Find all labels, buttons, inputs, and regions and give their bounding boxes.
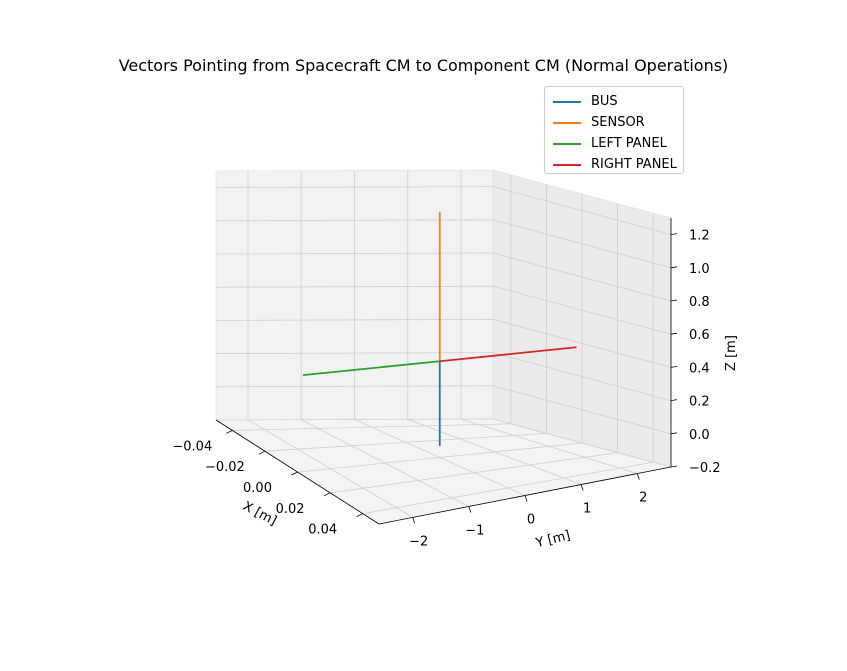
z-tick-label: 0.8 bbox=[689, 295, 710, 310]
x-tick bbox=[323, 492, 331, 497]
x-tick bbox=[356, 513, 363, 517]
grid-line-z bbox=[215, 318, 672, 368]
legend-item: BUS bbox=[551, 91, 677, 112]
y-tick bbox=[412, 517, 416, 524]
series-line-right-panel bbox=[439, 346, 577, 363]
grid-line-z bbox=[215, 252, 672, 302]
z-tick bbox=[670, 366, 678, 368]
y-tick-label: 1 bbox=[583, 502, 591, 517]
y-tick bbox=[580, 484, 584, 491]
legend-label: SENSOR bbox=[591, 115, 645, 130]
z-tick-label: −0.2 bbox=[689, 461, 721, 476]
z-tick-label: 1.2 bbox=[689, 229, 710, 244]
z-tick bbox=[670, 299, 678, 302]
legend-swatch bbox=[553, 163, 581, 166]
y-tick-label: −1 bbox=[465, 523, 484, 538]
x-axis-label: X [m] bbox=[240, 499, 279, 529]
z-tick-label: 0.0 bbox=[689, 428, 710, 443]
y-tick-label: 2 bbox=[639, 491, 647, 506]
legend-swatch bbox=[553, 100, 581, 103]
z-tick bbox=[670, 465, 678, 468]
z-tick-label: 0.4 bbox=[689, 361, 710, 376]
series-line-left-panel bbox=[302, 360, 440, 377]
legend-label: RIGHT PANEL bbox=[591, 157, 677, 172]
grid-lines bbox=[215, 170, 672, 518]
x-tick bbox=[258, 450, 266, 455]
x-tick-label: 0.04 bbox=[308, 523, 337, 538]
y-tick bbox=[468, 506, 472, 513]
z-tick bbox=[670, 266, 678, 269]
y-tick bbox=[636, 473, 640, 480]
grid-line-z bbox=[215, 219, 672, 269]
grid-line-z bbox=[215, 385, 672, 435]
x-tick-label: 0.00 bbox=[243, 481, 272, 496]
y-tick-label: 0 bbox=[527, 513, 535, 528]
legend-label: BUS bbox=[591, 94, 618, 109]
z-tick bbox=[670, 332, 678, 335]
z-tick-label: 0.6 bbox=[689, 328, 710, 343]
legend-item: RIGHT PANEL bbox=[551, 154, 677, 175]
legend-swatch bbox=[553, 142, 581, 145]
legend-item: SENSOR bbox=[551, 112, 677, 133]
x-tick-label: −0.04 bbox=[172, 439, 212, 454]
tick-marks bbox=[215, 218, 678, 525]
legend-label: LEFT PANEL bbox=[591, 136, 667, 151]
grid-line-z bbox=[215, 418, 672, 468]
x-tick-label: −0.02 bbox=[205, 460, 245, 475]
y-tick bbox=[524, 495, 528, 502]
y-tick-label: −2 bbox=[409, 534, 428, 549]
z-tick-label: 1.0 bbox=[689, 262, 710, 277]
z-tick bbox=[670, 233, 678, 235]
tick-labels: −0.04 −0.02 0.00 0.020.04 −2 −1 0 1 2 −0.2 0.0 0.2 0… bbox=[172, 229, 720, 550]
chart-title: Vectors Pointing from Spacecraft CM to C… bbox=[118, 56, 729, 75]
grid-line-z bbox=[215, 285, 672, 335]
x-tick-label: 0.02 bbox=[276, 502, 305, 517]
grid-line-z bbox=[215, 186, 672, 235]
x-tick bbox=[226, 430, 233, 434]
y-axis-label: Y [m] bbox=[533, 528, 571, 551]
series-lines bbox=[302, 211, 577, 446]
legend-swatch bbox=[553, 121, 581, 124]
grid-line-z bbox=[215, 352, 672, 401]
z-axis-label: Z [m] bbox=[724, 335, 739, 371]
z-tick bbox=[670, 432, 678, 435]
x-tick bbox=[291, 471, 298, 476]
z-tick bbox=[670, 399, 678, 401]
legend-item: LEFT PANEL bbox=[551, 133, 677, 154]
z-tick-label: 0.2 bbox=[689, 395, 710, 410]
legend: BUS SENSOR LEFT PANEL RIGHT PANEL bbox=[544, 86, 684, 174]
